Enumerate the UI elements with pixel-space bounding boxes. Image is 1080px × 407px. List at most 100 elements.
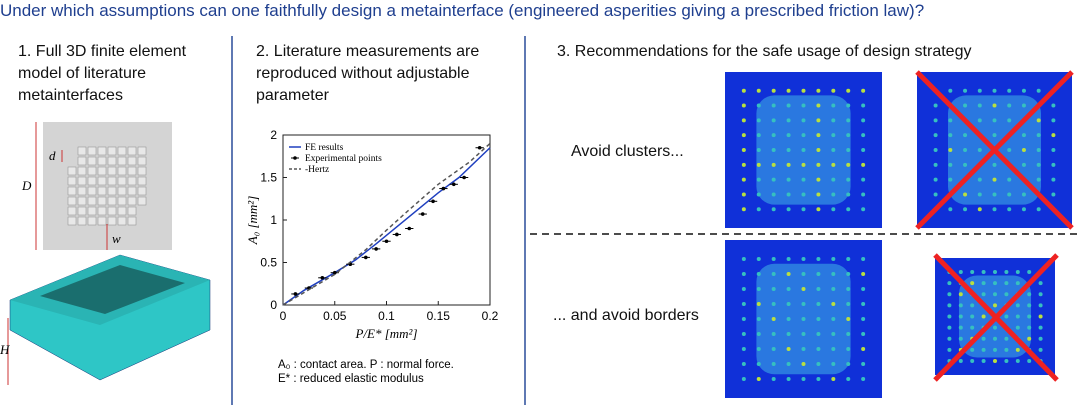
cell	[137, 176, 147, 186]
asperity	[1038, 303, 1043, 308]
asperity	[861, 162, 866, 167]
asperity	[786, 88, 791, 93]
cell	[107, 196, 117, 206]
asperity	[816, 347, 821, 352]
asperity	[741, 286, 746, 291]
asperity	[846, 347, 851, 352]
asperity	[1038, 292, 1043, 297]
x-tick-label: 0	[280, 309, 287, 323]
asperity	[741, 301, 746, 306]
asperity	[771, 177, 776, 182]
asperity	[933, 177, 938, 182]
asperity	[741, 192, 746, 197]
cell	[97, 146, 107, 156]
asperity	[1036, 88, 1041, 93]
cell	[117, 186, 127, 196]
asperity	[771, 103, 776, 108]
cell	[117, 146, 127, 156]
panel-heading: 2. Literature measurements are	[256, 43, 479, 60]
asperity	[977, 207, 982, 212]
asperity	[1051, 148, 1056, 152]
asperity	[801, 118, 806, 123]
asperity	[861, 347, 866, 352]
cell	[87, 206, 97, 216]
asperity	[1051, 162, 1056, 167]
asperity	[831, 103, 836, 108]
asperity	[756, 347, 761, 352]
cross	[933, 253, 1059, 382]
asperity	[846, 192, 851, 197]
asperity	[831, 133, 836, 138]
data-point	[395, 232, 399, 237]
asperity	[741, 148, 746, 152]
asperity	[816, 362, 821, 367]
asperity	[816, 118, 821, 123]
asperity	[1004, 281, 1009, 286]
asperity	[992, 177, 997, 182]
asperity	[970, 303, 975, 308]
asperity	[1027, 292, 1032, 297]
asperity	[816, 177, 821, 182]
caption: A₀ : contact area. P : normal force.	[278, 359, 454, 371]
mesh-center	[40, 265, 185, 314]
asperity	[947, 347, 952, 352]
asperity	[801, 192, 806, 197]
cell	[127, 206, 137, 216]
asperity	[992, 88, 997, 93]
asperity	[861, 317, 866, 321]
asperity	[786, 362, 791, 367]
asperity	[1015, 347, 1020, 352]
cell	[117, 206, 127, 216]
asperity	[816, 377, 821, 382]
cell	[97, 176, 107, 186]
asperity	[846, 286, 851, 291]
asperity	[1015, 325, 1020, 330]
asperity	[831, 88, 836, 93]
asperity	[977, 192, 982, 197]
asperity	[786, 192, 791, 197]
asperity	[816, 317, 821, 321]
y-tick-label: 1	[270, 213, 277, 227]
cell	[77, 206, 87, 216]
label-H: H	[0, 342, 10, 357]
cell	[137, 156, 147, 166]
asperity	[786, 317, 791, 321]
asperity	[831, 332, 836, 337]
asperity	[756, 103, 761, 108]
asperity	[756, 377, 761, 382]
panel-heading: model of literature	[18, 65, 146, 82]
asperity	[846, 256, 851, 261]
asperity	[756, 88, 761, 93]
asperity	[846, 377, 851, 382]
cell	[77, 156, 87, 166]
asperity	[1036, 118, 1041, 123]
asperity	[741, 88, 746, 93]
x-tick-label: 0.1	[378, 309, 395, 323]
data-point	[364, 255, 368, 260]
asperity	[1027, 325, 1032, 330]
y-tick-label: 0.5	[260, 256, 277, 270]
asperity	[958, 358, 963, 363]
asperity	[992, 207, 997, 212]
cell	[127, 146, 137, 156]
asperity	[861, 332, 866, 337]
asperity	[1021, 192, 1026, 197]
asperity	[846, 301, 851, 306]
panel-heading: parameter	[256, 87, 330, 104]
asperity	[771, 286, 776, 291]
asperity	[1007, 207, 1012, 212]
asperity	[1036, 177, 1041, 182]
cell	[87, 186, 97, 196]
label-w: w	[112, 231, 121, 246]
asperity	[786, 148, 791, 152]
asperity	[786, 271, 791, 276]
asperity	[771, 192, 776, 197]
cell	[127, 196, 137, 206]
asperity	[1036, 133, 1041, 138]
asperity	[831, 377, 836, 382]
data-point	[462, 175, 466, 180]
asperity	[1015, 314, 1020, 319]
cell	[87, 156, 97, 166]
asperity	[1051, 177, 1056, 182]
asperity	[846, 332, 851, 337]
